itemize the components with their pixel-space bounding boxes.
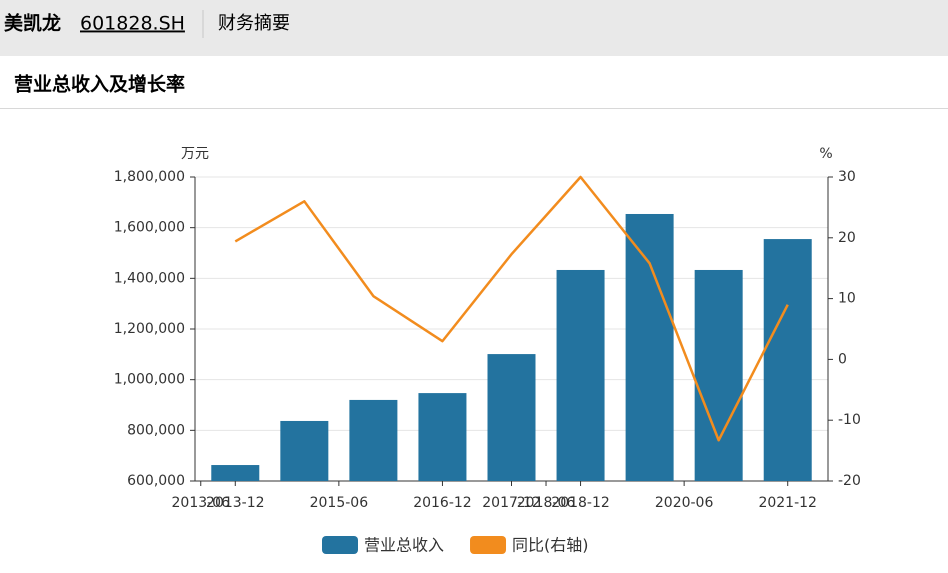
y-tick-label: 1,000,000 (114, 372, 185, 388)
y-unit: 万元 (181, 146, 209, 162)
bar (556, 269, 605, 481)
page-tab[interactable]: 财务摘要 (218, 13, 290, 34)
y2-tick-label: 30 (838, 169, 856, 185)
y2-tick-label: 0 (838, 351, 847, 367)
x-tick-label: 2013-06 (172, 495, 231, 511)
y-tick-label: 600,000 (127, 473, 185, 489)
bar (280, 420, 329, 481)
bar (487, 354, 536, 481)
x-tick-label: 2016-12 (413, 495, 472, 511)
y2-tick-label: 20 (838, 230, 856, 246)
y-tick-label: 1,200,000 (114, 321, 185, 337)
top-bar (0, 0, 948, 56)
legend-swatch (470, 536, 507, 554)
bar (349, 399, 398, 481)
y2-tick-label: -20 (838, 473, 861, 489)
x-tick-label: 2017-12 (482, 495, 541, 511)
bar (211, 465, 260, 481)
chart: 万元 % 600,000 800,000 1,000,000 1,200,000 1,400… (114, 146, 861, 555)
y-tick-label: 800,000 (127, 422, 185, 438)
x-tick-label: 2020-06 (655, 495, 714, 511)
bar (763, 239, 812, 481)
stock-code[interactable]: 601828.SH (80, 13, 185, 35)
y-tick-label: 1,400,000 (114, 270, 185, 286)
company-name: 美凯龙 (4, 12, 61, 35)
bar (625, 213, 674, 481)
y2-tick-label: 10 (838, 291, 856, 307)
x-tick-label: 2013-12 (206, 495, 265, 511)
x-tick-label: 2021-12 (758, 495, 817, 511)
bar (694, 269, 743, 481)
legend-swatch (322, 536, 358, 554)
legend-label: 营业总收入 (364, 536, 444, 555)
x-tick-label: 2018-06 (517, 495, 576, 511)
x-tick-label: 2018-12 (551, 495, 610, 511)
bar (418, 393, 467, 481)
y-tick-label: 1,600,000 (114, 220, 185, 236)
legend-label: 同比(右轴) (512, 536, 589, 555)
x-tick-label: 2015-06 (310, 495, 369, 511)
line (234, 175, 789, 442)
y2-tick-label: -10 (838, 412, 861, 428)
section-title: 营业总收入及增长率 (14, 73, 185, 96)
y2-unit: % (819, 146, 832, 162)
y-tick-label: 1,800,000 (114, 169, 185, 185)
